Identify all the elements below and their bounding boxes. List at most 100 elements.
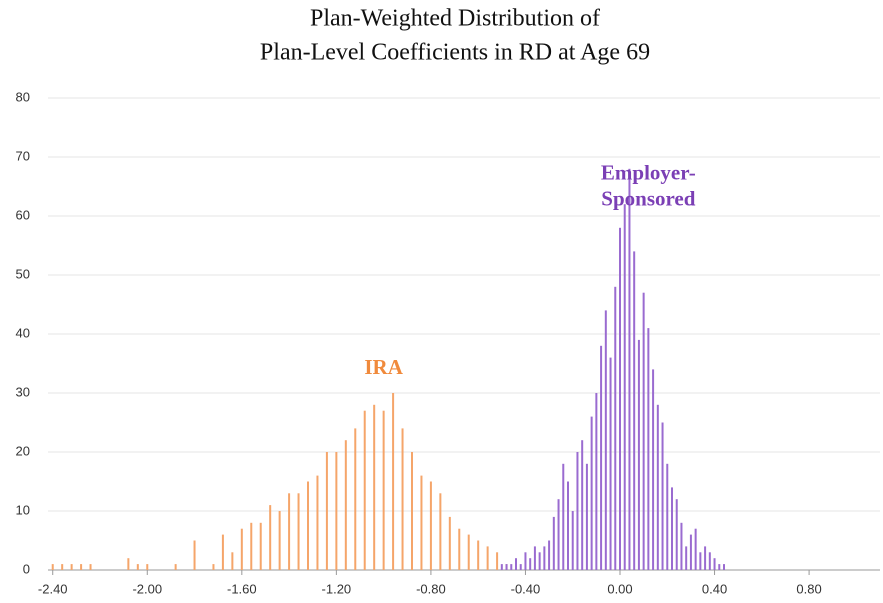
x-tick-label: -1.20 bbox=[322, 581, 352, 596]
y-tick-label: 40 bbox=[16, 325, 30, 340]
bar bbox=[699, 552, 702, 570]
bar bbox=[576, 452, 579, 570]
y-tick-label: 80 bbox=[16, 89, 30, 104]
bar bbox=[533, 546, 536, 570]
bar bbox=[307, 481, 309, 570]
x-tick-label: -2.40 bbox=[38, 581, 68, 596]
bar bbox=[136, 564, 139, 570]
bar bbox=[363, 410, 366, 570]
bar bbox=[325, 452, 328, 570]
bar bbox=[600, 345, 603, 570]
y-tick-label: 10 bbox=[16, 502, 30, 517]
chart-title: Plan-Weighted Distribution of bbox=[310, 6, 600, 32]
bar bbox=[193, 540, 196, 570]
x-tick-label: 0.80 bbox=[796, 581, 821, 596]
bar bbox=[614, 286, 617, 570]
bar bbox=[61, 564, 64, 570]
bar bbox=[467, 534, 470, 570]
bar bbox=[316, 475, 319, 570]
bar bbox=[661, 422, 664, 570]
bar bbox=[401, 428, 404, 570]
y-tick-label: 70 bbox=[16, 148, 30, 163]
y-tick-label: 20 bbox=[16, 443, 30, 458]
bar bbox=[675, 499, 678, 570]
bar bbox=[146, 564, 149, 570]
bar bbox=[344, 440, 347, 570]
bar bbox=[689, 534, 692, 570]
bar bbox=[723, 564, 725, 570]
bar bbox=[420, 475, 423, 570]
bar bbox=[694, 528, 697, 570]
x-tick-label: -0.40 bbox=[511, 581, 541, 596]
y-tick-label: 50 bbox=[16, 266, 30, 281]
chart-title: Plan-Level Coefficients in RD at Age 69 bbox=[260, 40, 650, 66]
bar bbox=[543, 546, 546, 570]
bar bbox=[89, 564, 92, 570]
bar bbox=[392, 393, 395, 570]
y-tick-label: 0 bbox=[23, 561, 30, 576]
bar bbox=[335, 452, 338, 570]
annotation: IRA bbox=[364, 355, 403, 379]
bar bbox=[604, 310, 607, 570]
y-tick-label: 60 bbox=[16, 207, 30, 222]
bar bbox=[718, 564, 721, 570]
bar bbox=[713, 558, 716, 570]
bar bbox=[354, 428, 357, 570]
bar bbox=[240, 528, 243, 570]
bar bbox=[70, 564, 73, 570]
bar bbox=[221, 534, 224, 570]
bar bbox=[259, 522, 262, 570]
bar bbox=[609, 357, 612, 570]
annotation: Employer- bbox=[601, 161, 696, 185]
bar bbox=[477, 540, 480, 570]
bar bbox=[671, 487, 673, 570]
bar bbox=[411, 452, 413, 570]
x-tick-label: -0.80 bbox=[416, 581, 446, 596]
bar bbox=[680, 522, 683, 570]
bar bbox=[552, 516, 555, 570]
bar bbox=[127, 558, 130, 570]
bar bbox=[212, 564, 215, 570]
x-tick-label: -1.60 bbox=[227, 581, 257, 596]
bar bbox=[297, 493, 300, 570]
bar bbox=[571, 511, 574, 570]
bar bbox=[524, 552, 527, 570]
bar bbox=[505, 564, 508, 570]
bar bbox=[382, 410, 385, 570]
bar bbox=[51, 564, 54, 570]
bar bbox=[633, 251, 636, 570]
bar bbox=[652, 369, 655, 570]
bar bbox=[666, 463, 669, 570]
bar bbox=[510, 564, 513, 570]
bar bbox=[581, 440, 584, 570]
bar bbox=[562, 463, 565, 570]
bar bbox=[628, 168, 631, 571]
bar bbox=[585, 463, 588, 570]
x-tick-label: 0.40 bbox=[702, 581, 727, 596]
bar bbox=[500, 564, 503, 570]
bar bbox=[704, 546, 707, 570]
bar bbox=[595, 393, 598, 570]
bar bbox=[567, 481, 569, 570]
bar bbox=[519, 564, 522, 570]
bar bbox=[458, 528, 461, 570]
bar bbox=[486, 546, 489, 570]
bar bbox=[708, 552, 711, 570]
bar bbox=[515, 558, 517, 570]
bar bbox=[623, 204, 626, 570]
bar bbox=[439, 493, 442, 570]
bar bbox=[231, 552, 234, 570]
bar bbox=[529, 558, 532, 570]
bar bbox=[656, 404, 659, 570]
bar bbox=[174, 564, 177, 570]
bar bbox=[373, 404, 376, 570]
bar bbox=[496, 552, 499, 570]
bar bbox=[250, 522, 253, 570]
bar bbox=[278, 511, 281, 570]
bar bbox=[548, 540, 551, 570]
bar bbox=[557, 499, 560, 570]
x-tick-label: 0.00 bbox=[607, 581, 632, 596]
x-tick-label: -2.00 bbox=[132, 581, 162, 596]
annotation: Sponsored bbox=[601, 187, 695, 211]
